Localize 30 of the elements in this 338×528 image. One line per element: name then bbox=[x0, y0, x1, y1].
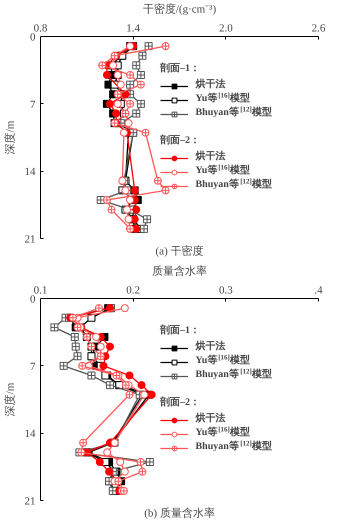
y-axis-title: 深度/m bbox=[4, 120, 16, 154]
x-axis-title: 干密度/(g·cm⁻³) bbox=[142, 2, 216, 16]
text: (a) 干密度 bbox=[156, 244, 204, 258]
y-tick-label: 14 bbox=[24, 428, 36, 440]
x-tick-label: 0.3 bbox=[218, 284, 234, 296]
y-axis-title: 深度/m bbox=[4, 382, 16, 416]
legend-label: 烘干法 bbox=[194, 412, 226, 424]
x-tick-label: 1.4 bbox=[126, 22, 141, 34]
y-tick-label: 7 bbox=[30, 98, 36, 111]
x-tick-label: 0.8 bbox=[34, 22, 48, 34]
x-tick-label: 0.1 bbox=[34, 284, 48, 296]
y-tick-label: 21 bbox=[24, 234, 36, 246]
x-tick-label: .4 bbox=[314, 284, 324, 296]
y-tick-label: 14 bbox=[24, 166, 36, 178]
legend-label: 烘干法 bbox=[194, 78, 226, 90]
y-tick-label: 7 bbox=[30, 360, 36, 373]
annotation: 剖面–1： bbox=[160, 61, 200, 75]
legend-label: 烘干法 bbox=[194, 150, 226, 162]
annotation: 剖面–1： bbox=[160, 323, 200, 337]
x-tick-label: 0.2 bbox=[126, 284, 140, 296]
legend-label: 烘干法 bbox=[194, 340, 226, 352]
y-tick-label: 0 bbox=[30, 294, 36, 306]
x-tick-label: 2.6 bbox=[312, 22, 326, 34]
x-tick-label: 2.0 bbox=[218, 22, 234, 34]
y-tick-label: 0 bbox=[30, 32, 36, 44]
annotation: 剖面–2： bbox=[160, 133, 200, 147]
annotation: 剖面–2： bbox=[160, 395, 200, 409]
text: (b) 质量含水率 bbox=[144, 506, 215, 520]
y-tick-label: 21 bbox=[24, 496, 36, 508]
x-axis-title: 质量含水率 bbox=[152, 264, 207, 278]
